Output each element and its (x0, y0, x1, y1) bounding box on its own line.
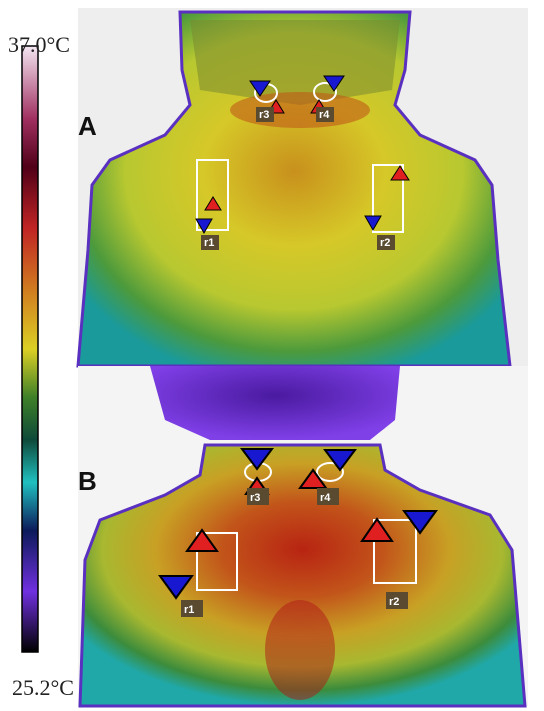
roi-label: r3 (250, 492, 260, 504)
roi-label: r4 (319, 109, 330, 121)
hair-thermal-b (150, 366, 400, 440)
panel-label: B (78, 466, 97, 496)
colorbar-min-label: 25.2°C (12, 675, 74, 700)
spine-warm-b (265, 600, 335, 700)
panel-label: A (78, 111, 97, 141)
roi-label: r2 (380, 237, 390, 249)
roi-label: r2 (389, 596, 399, 608)
panel-a: A r1 r2 r3 r4 (78, 8, 528, 366)
roi-label: r3 (259, 109, 269, 121)
thermal-figure: 37.0°C 25.2°C A r1 r2 r3 r4 B (0, 0, 544, 711)
roi-label: r4 (320, 492, 331, 504)
colorbar-max-label: 37.0°C (8, 32, 70, 57)
neck-warm-a (230, 92, 370, 128)
roi-label: r1 (204, 237, 214, 249)
roi-label: r1 (184, 604, 194, 616)
colorbar (22, 46, 38, 652)
panel-b: B r1 r2 r3 r4 (78, 366, 528, 706)
